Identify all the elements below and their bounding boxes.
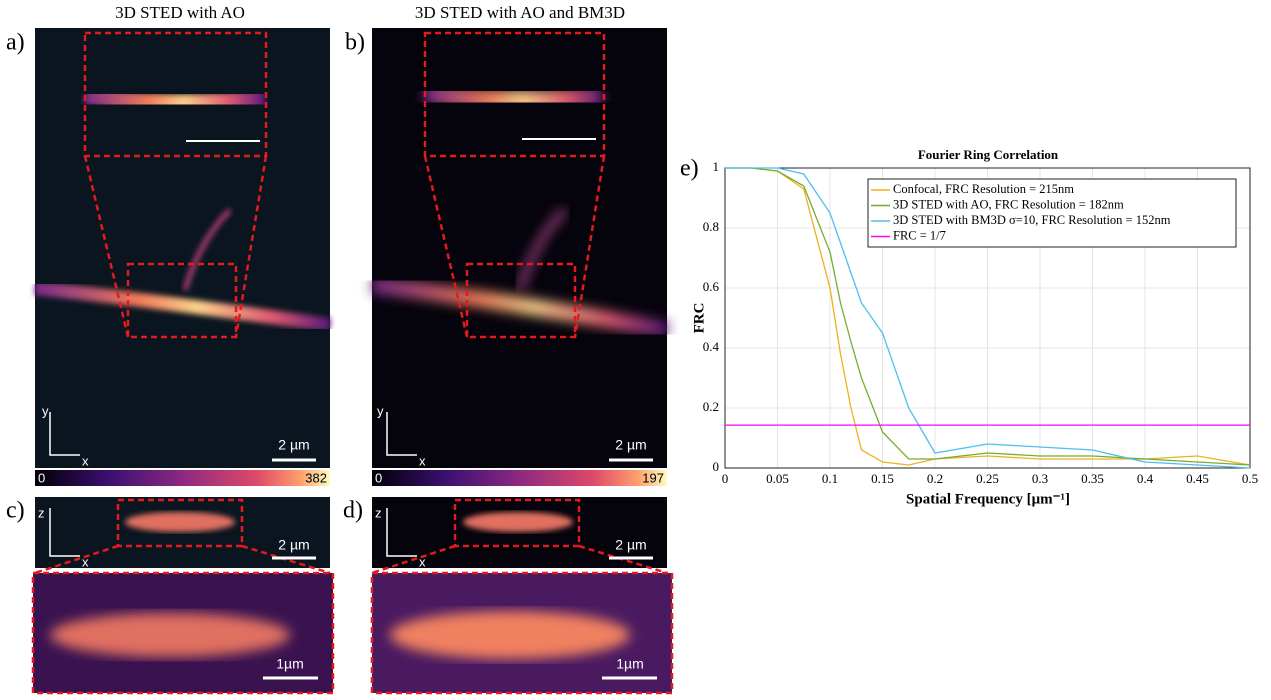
panel-b: 3D STED with AO and BM3D b) 2 µm y x 0 1…	[345, 3, 669, 486]
scale-bar-label: 2 µm	[615, 437, 646, 453]
series-line	[725, 167, 1251, 466]
roi-box	[126, 262, 238, 339]
zoom-dendrite	[83, 86, 267, 113]
x-tick-label: 0.3	[1032, 471, 1048, 486]
zoom-lines	[34, 544, 331, 575]
scale-bar-label: 2 µm	[615, 537, 646, 553]
scale-bar-label: 1µm	[616, 656, 644, 672]
signal	[125, 512, 235, 532]
panel-a: 3D STED with AO a) 2 µm y x 0 382	[6, 3, 331, 486]
dendrite	[371, 277, 669, 338]
legend-label: 3D STED with BM3D σ=10, FRC Resolution =…	[893, 213, 1171, 227]
axis-label: y	[42, 403, 49, 418]
y-tick-label: 0.6	[703, 279, 720, 294]
axis-label: z	[38, 505, 45, 520]
colorbar-min: 0	[38, 470, 45, 485]
colorbar	[372, 470, 667, 486]
x-tick-label: 0.45	[1186, 471, 1209, 486]
x-tick-label: 0.15	[871, 471, 894, 486]
zoom-box	[423, 31, 606, 158]
legend-box	[867, 178, 1237, 248]
roi-box	[465, 262, 577, 339]
panel-label: c)	[6, 498, 25, 524]
x-tick-label: 0.5	[1242, 471, 1258, 486]
x-tick-label: 0.25	[976, 471, 999, 486]
axes-icon	[386, 508, 417, 557]
panel-title: 3D STED with AO	[115, 3, 245, 22]
x-tick-label: 0.2	[927, 471, 943, 486]
zoom-lines	[371, 544, 668, 575]
scale-bar-label: 2 µm	[278, 437, 309, 453]
scale-bar-label: 2 µm	[278, 537, 309, 553]
panel-label: a)	[6, 30, 25, 56]
axis-label: x	[419, 554, 426, 569]
panel-e: e) Fourier Ring Correlation Spatial Freq…	[680, 147, 1258, 507]
panel-label: b)	[345, 30, 365, 56]
y-tick-label: 0	[713, 459, 720, 474]
y-tick-label: 0.8	[703, 219, 719, 234]
zoom-box	[83, 31, 268, 158]
axis-label: z	[375, 505, 382, 520]
series-line	[725, 167, 1251, 466]
panel-label: e)	[680, 156, 699, 182]
roi-box	[116, 498, 244, 548]
axes-icon	[49, 412, 80, 456]
dendrite	[34, 281, 331, 332]
legend-label: FRC = 1/7	[893, 228, 946, 242]
series-line	[725, 167, 1251, 469]
panel-title: 3D STED with AO and BM3D	[415, 3, 625, 22]
x-tick-label: 0.35	[1081, 471, 1104, 486]
colorbar-max: 197	[642, 470, 664, 485]
y-tick-label: 0.4	[703, 339, 720, 354]
zoom-lines	[83, 155, 268, 338]
image	[35, 28, 330, 468]
colorbar	[35, 470, 330, 486]
plot-frame	[724, 167, 1251, 469]
axis-label: y	[377, 403, 384, 418]
panel-label: d)	[343, 498, 363, 524]
axis-label: x	[419, 453, 426, 468]
signal	[463, 512, 573, 532]
x-tick-label: 0.05	[766, 471, 789, 486]
x-axis-label: Spatial Frequency [μm⁻¹]	[906, 491, 1070, 507]
scale-bar-label: 1µm	[276, 656, 304, 672]
colorbar-max: 382	[305, 470, 327, 485]
spine	[516, 207, 568, 292]
roi-box	[453, 498, 581, 548]
signal	[390, 611, 630, 659]
y-axis-label: FRC	[691, 303, 707, 334]
panel-c: c) 2 µm z x 1µm	[6, 497, 335, 695]
axis-label: x	[82, 554, 89, 569]
panel-d: d) 2 µm z x 1µm	[343, 497, 674, 695]
zoom-frame	[31, 571, 335, 695]
zoom-frame	[370, 571, 674, 695]
legend-label: 3D STED with AO, FRC Resolution = 182nm	[893, 197, 1124, 211]
colorbar-min: 0	[375, 470, 382, 485]
spine	[182, 208, 232, 291]
zoom-lines	[423, 155, 606, 338]
x-tick-label: 0.1	[822, 471, 838, 486]
axes-icon	[386, 412, 417, 456]
y-tick-label: 1	[713, 159, 720, 174]
y-tick-label: 0.2	[703, 399, 719, 414]
zoom-dendrite	[422, 81, 605, 113]
axes-icon	[49, 508, 80, 557]
signal	[50, 613, 290, 657]
chart-title: Fourier Ring Correlation	[918, 147, 1059, 162]
x-tick-label: 0.4	[1137, 471, 1154, 486]
axis-label: x	[82, 453, 89, 468]
legend-label: Confocal, FRC Resolution = 215nm	[893, 182, 1074, 196]
x-tick-label: 0	[722, 471, 729, 486]
